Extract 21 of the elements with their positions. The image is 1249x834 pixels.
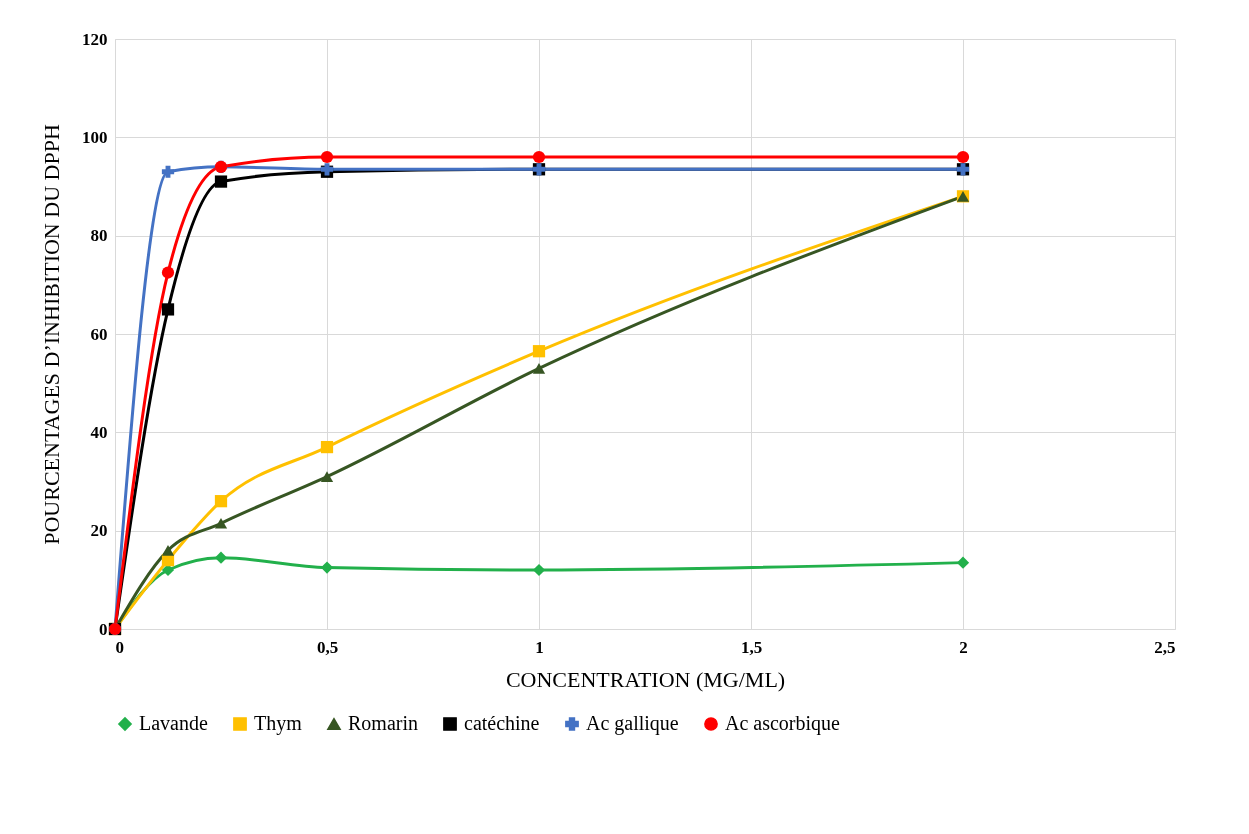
legend-label: Lavande [139,712,208,734]
x-axis-title: CONCENTRATION (MG/ML) [505,666,786,692]
legend-label: Romarin [348,712,418,734]
x-tick-label: 0 [115,637,124,657]
x-tick-label: 2,5 [1154,637,1176,657]
legend-label: Ac ascorbique [725,712,841,735]
y-tick-label: 20 [90,521,108,541]
x-tick-label: 1 [535,637,544,657]
y-tick-label: 120 [82,29,108,49]
y-axis-title: POURCENTAGES D’INHIBITION DU DPPH [39,124,64,545]
x-tick-label: 2 [959,637,968,657]
y-tick-label: 80 [90,226,108,246]
legend-label: catéchine [464,712,540,734]
x-tick-label: 1,5 [740,637,763,657]
x-tick-label: 0,5 [316,637,339,657]
y-tick-label: 40 [90,422,108,442]
y-tick-label: 60 [90,324,108,344]
legend-label: Thym [254,712,303,735]
y-tick-label: 100 [82,127,108,147]
legend-label: Ac gallique [586,712,679,735]
y-tick-label: 0 [99,619,108,639]
